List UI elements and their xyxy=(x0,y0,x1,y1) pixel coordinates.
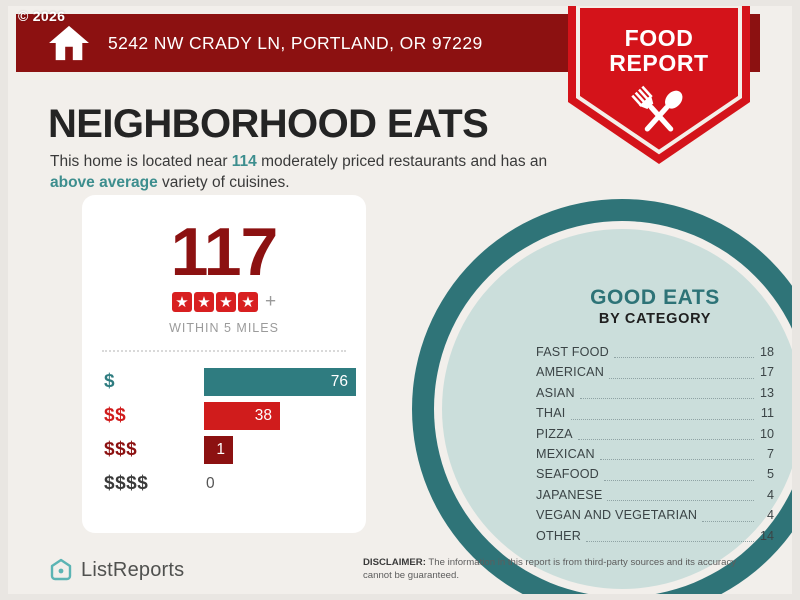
restaurant-score: 117 xyxy=(170,214,279,290)
category-dot-leader xyxy=(586,540,754,543)
category-row: ASIAN 13 xyxy=(536,383,774,403)
price-bar-track: 0 xyxy=(204,470,215,498)
brand-footer: ListReports xyxy=(50,558,184,582)
price-bar-track: 38 xyxy=(204,402,280,430)
category-name: OTHER xyxy=(536,528,582,543)
price-level-label: $$$$ xyxy=(104,473,149,494)
category-dot-leader xyxy=(579,397,754,400)
house-icon xyxy=(49,25,89,61)
category-count: 4 xyxy=(766,487,774,502)
category-dot-leader xyxy=(607,499,754,502)
price-bar-fill: 38 xyxy=(204,402,280,430)
spoon-fork-icon xyxy=(631,85,683,132)
food-report-badge: FOOD REPORT xyxy=(568,6,750,166)
price-level-label: $$ xyxy=(104,405,127,426)
category-dot-leader xyxy=(577,438,754,441)
category-list: FAST FOOD 18 AMERICAN 17 ASIAN 13 THAI 11 PIZZA 1… xyxy=(536,342,774,546)
star-icon: ★ xyxy=(193,292,214,312)
subtitle-part-2: moderately priced restaurants and has an xyxy=(256,153,548,170)
category-count: 7 xyxy=(766,447,774,462)
category-name: PIZZA xyxy=(536,426,573,441)
price-bar-row: $$$ 1 xyxy=(104,434,366,466)
star-plus-label: + xyxy=(264,291,277,312)
category-row: FAST FOOD 18 xyxy=(536,342,774,362)
category-row: VEGAN AND VEGETARIAN 4 xyxy=(536,505,774,525)
price-level-label: $$$ xyxy=(104,439,138,460)
card-divider xyxy=(102,349,346,352)
radius-label: WITHIN 5 MILES xyxy=(169,321,279,335)
badge-shield-shape xyxy=(568,6,750,164)
restaurant-count: 114 xyxy=(231,153,257,170)
category-dot-leader xyxy=(599,458,754,461)
category-row: OTHER 14 xyxy=(536,526,774,546)
brand-name: ListReports xyxy=(81,558,185,581)
category-name: MEXICAN xyxy=(536,447,595,462)
disclaimer-label: DISCLAIMER: xyxy=(363,557,426,568)
category-row: SEAFOOD 5 xyxy=(536,464,774,484)
category-name: AMERICAN xyxy=(536,365,605,380)
star-icon: ★ xyxy=(215,292,236,312)
subtitle-part-3: variety of cuisines. xyxy=(157,174,290,191)
badge-line-2: REPORT xyxy=(609,50,709,76)
star-icon: ★ xyxy=(237,292,258,312)
category-row: THAI 11 xyxy=(536,403,774,423)
variety-quality: above average xyxy=(50,174,158,191)
category-row: AMERICAN 17 xyxy=(536,362,774,382)
category-count: 10 xyxy=(759,426,774,441)
price-bar-track: 76 xyxy=(204,368,356,396)
price-bar-zero-value: 0 xyxy=(206,475,215,492)
category-count: 14 xyxy=(759,528,774,543)
category-name: FAST FOOD xyxy=(536,345,609,359)
good-eats-heading: GOOD EATS xyxy=(590,286,720,309)
category-count: 5 xyxy=(766,467,774,482)
category-name: SEAFOOD xyxy=(536,467,599,482)
good-eats-panel: GOOD EATS BY CATEGORY FAST FOOD 18 AMERICA… xyxy=(536,286,774,546)
category-dot-leader xyxy=(702,520,754,522)
category-count: 4 xyxy=(766,508,774,523)
category-count: 17 xyxy=(759,365,774,380)
page-title: NEIGHBORHOOD EATS xyxy=(48,102,489,146)
badge-label: FOOD REPORT xyxy=(568,26,750,76)
star-rating: ★ ★ ★ ★ + xyxy=(82,291,366,313)
price-bar-track: 1 xyxy=(204,436,233,464)
good-eats-subheading: BY CATEGORY xyxy=(598,311,712,327)
category-name: ASIAN xyxy=(536,385,575,400)
price-bar-fill: 1 xyxy=(204,436,233,464)
copyright-watermark: © 2026 xyxy=(18,8,66,24)
category-count: 18 xyxy=(759,345,774,359)
property-address: 5242 NW CRADY LN, PORTLAND, OR 97229 xyxy=(108,32,483,53)
subtitle-part-1: This home is located near xyxy=(50,153,232,170)
price-level-bar-chart: $76 $$ 38 $$$ 1 $$$$ 0 xyxy=(82,366,366,500)
price-bar-row: $$$$ 0 xyxy=(104,468,366,500)
page-subtitle: This home is located near 114 moderately… xyxy=(50,151,570,193)
badge-line-1: FOOD xyxy=(624,25,694,51)
category-dot-leader xyxy=(613,356,754,359)
category-row: MEXICAN 7 xyxy=(536,444,774,464)
price-level-label: $ xyxy=(104,371,116,392)
category-count: 11 xyxy=(760,406,774,421)
category-count: 13 xyxy=(759,385,774,400)
listreports-logo-icon xyxy=(50,558,72,581)
score-card: 117 ★ ★ ★ ★ + WITHIN 5 MILES $76 $$ 38 $$$ 1… xyxy=(82,195,366,533)
price-bar-row: $$ 38 xyxy=(104,400,366,432)
category-name: THAI xyxy=(536,406,566,421)
category-name: VEGAN AND VEGETARIAN xyxy=(536,508,698,523)
price-bar-row: $76 xyxy=(104,366,366,398)
category-dot-leader xyxy=(603,479,754,481)
category-dot-leader xyxy=(609,377,754,379)
disclaimer-text: DISCLAIMER: The information in this repo… xyxy=(363,557,763,582)
category-row: PIZZA 10 xyxy=(536,424,774,444)
food-report-page: 5242 NW CRADY LN, PORTLAND, OR 97229 xyxy=(8,6,792,594)
category-row: JAPANESE 4 xyxy=(536,485,774,505)
price-bar-fill: 76 xyxy=(204,368,356,396)
star-icon: ★ xyxy=(171,292,192,312)
category-name: JAPANESE xyxy=(536,487,603,502)
category-dot-leader xyxy=(570,418,754,420)
